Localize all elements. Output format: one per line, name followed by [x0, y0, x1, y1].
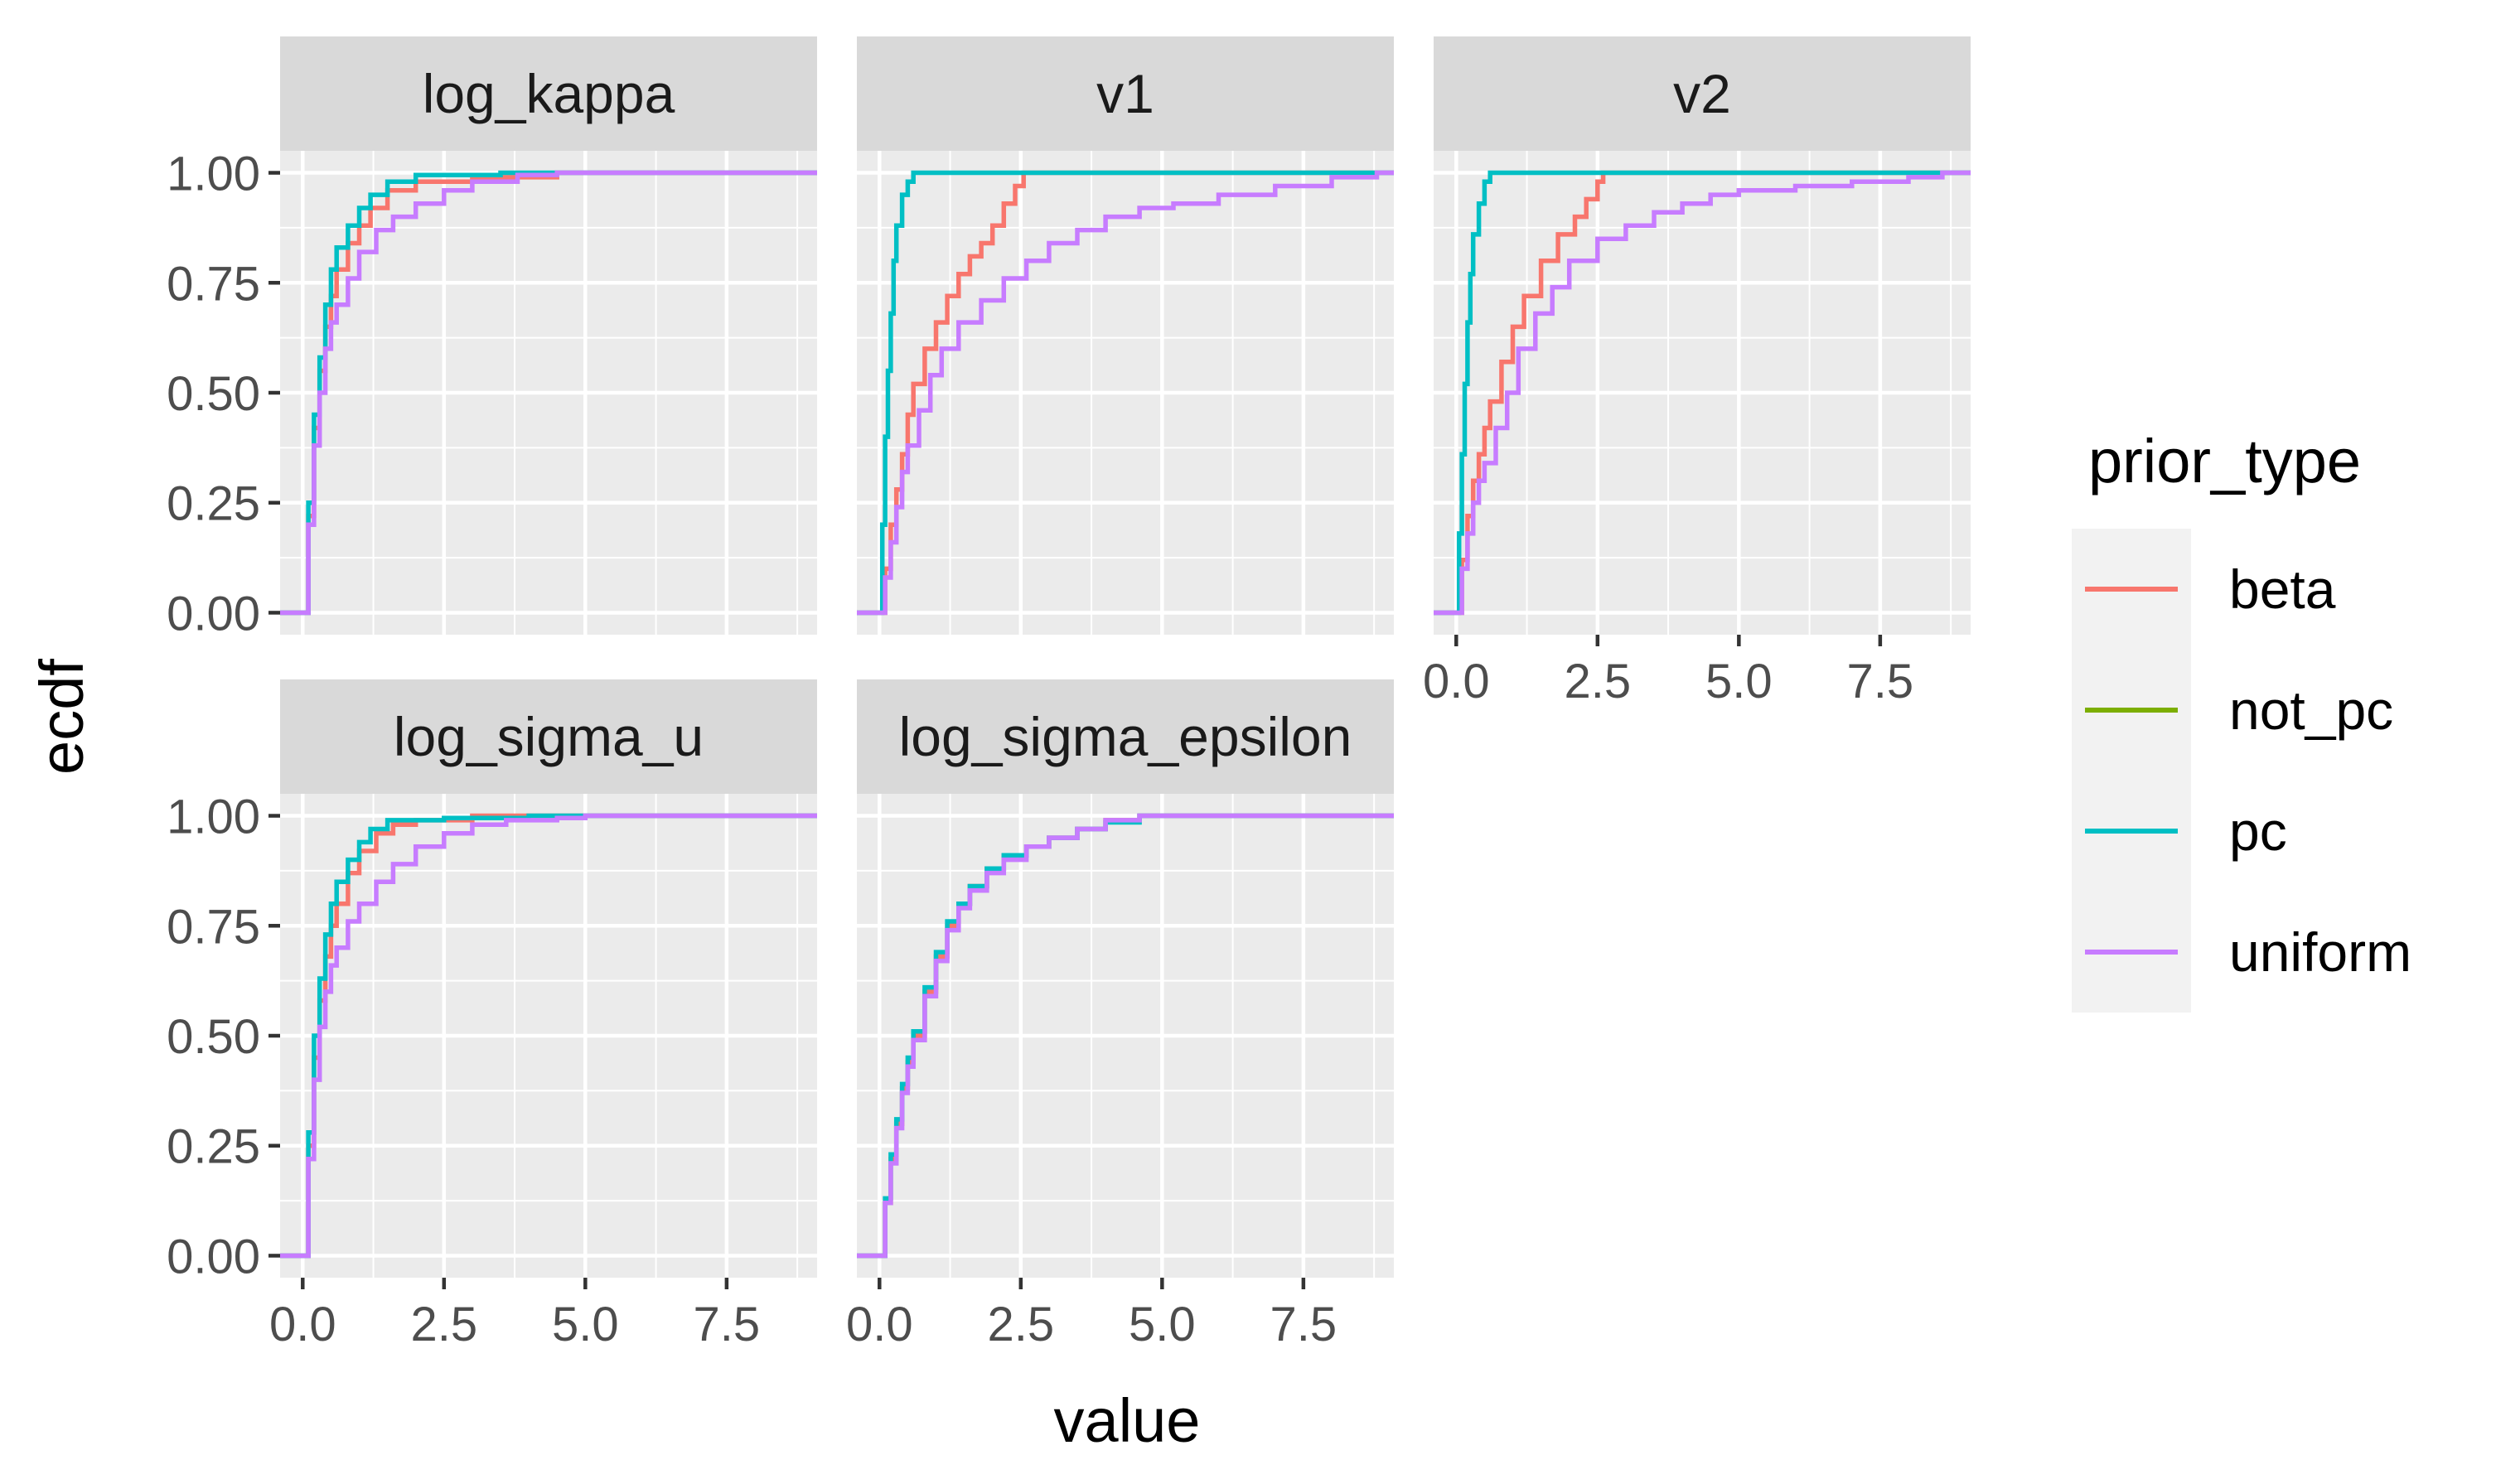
- x-tick-label: 0.0: [1423, 655, 1490, 708]
- facet-title: v2: [1673, 63, 1731, 124]
- y-tick-label: 0.00: [167, 1230, 260, 1283]
- facet-title: log_sigma_epsilon: [899, 706, 1352, 767]
- x-tick-label: 7.5: [1847, 655, 1914, 708]
- y-tick-label: 0.50: [167, 367, 260, 421]
- facet-v1: v1: [857, 36, 1394, 635]
- x-tick-label: 2.5: [987, 1298, 1054, 1351]
- facet-log-sigma-epsilon: log_sigma_epsilon 0.0 2.5 5.0 7.5: [846, 679, 1394, 1351]
- series-line-uniform: [280, 813, 817, 1259]
- x-tick-label: 5.0: [1129, 1298, 1196, 1351]
- y-tick-label: 1.00: [167, 147, 260, 201]
- x-tick-label: 7.5: [1270, 1298, 1337, 1351]
- y-tick-label: 0.25: [167, 477, 260, 531]
- facet-strip: [1434, 36, 1971, 151]
- facet-title: v1: [1096, 63, 1154, 124]
- y-axis-title: ecdf: [27, 659, 96, 775]
- x-tick-label: 5.0: [552, 1298, 619, 1351]
- legend-title: prior_type: [2088, 427, 2361, 495]
- y-tick-label: 0.75: [167, 900, 260, 954]
- legend-label-not-pc: not_pc: [2229, 679, 2393, 741]
- series-line-uniform: [1434, 170, 1971, 616]
- x-tick-label: 5.0: [1705, 655, 1773, 708]
- series-line-uniform: [857, 813, 1394, 1259]
- x-tick-label: 7.5: [694, 1298, 761, 1351]
- facet-log-kappa: log_kappa 0.00 0.25 0.50 0.75 1.00: [167, 36, 817, 640]
- legend-label-beta: beta: [2229, 558, 2336, 620]
- facet-log-sigma-u: log_sigma_u 0.00 0.25 0.50 0.75 1.00 0.0 2.5 5.0…: [167, 679, 817, 1351]
- facet-title: log_kappa: [423, 63, 675, 124]
- legend-key-background: [2072, 529, 2191, 1013]
- y-tick-label: 0.75: [167, 257, 260, 311]
- facet-v2: v2 0.0 2.5 5.0 7.5: [1423, 36, 1971, 708]
- y-tick-label: 0.25: [167, 1120, 260, 1174]
- facet-panels: log_kappa 0.00 0.25 0.50 0.75 1.00 v1 v2 0.0 2.5 5…: [167, 36, 1971, 1351]
- series-line-uniform: [857, 170, 1394, 616]
- x-tick-label: 2.5: [410, 1298, 477, 1351]
- x-axis-title: value: [1054, 1386, 1201, 1455]
- x-tick-label: 0.0: [846, 1298, 913, 1351]
- y-tick-label: 1.00: [167, 790, 260, 844]
- series-line-pc: [1434, 170, 1971, 616]
- facet-strip: [280, 36, 817, 151]
- facet-title: log_sigma_u: [394, 706, 704, 767]
- facet-strip: [857, 36, 1394, 151]
- series-line-beta: [1434, 170, 1971, 616]
- series-line-uniform: [280, 170, 817, 616]
- y-tick-label: 0.00: [167, 587, 260, 640]
- legend-label-uniform: uniform: [2229, 921, 2411, 983]
- x-tick-label: 0.0: [269, 1298, 336, 1351]
- series-line-pc: [857, 170, 1394, 616]
- y-tick-label: 0.50: [167, 1010, 260, 1064]
- facet-strip: [280, 679, 817, 794]
- facet-strip: [857, 679, 1394, 794]
- x-tick-label: 2.5: [1564, 655, 1631, 708]
- legend-label-pc: pc: [2229, 800, 2287, 862]
